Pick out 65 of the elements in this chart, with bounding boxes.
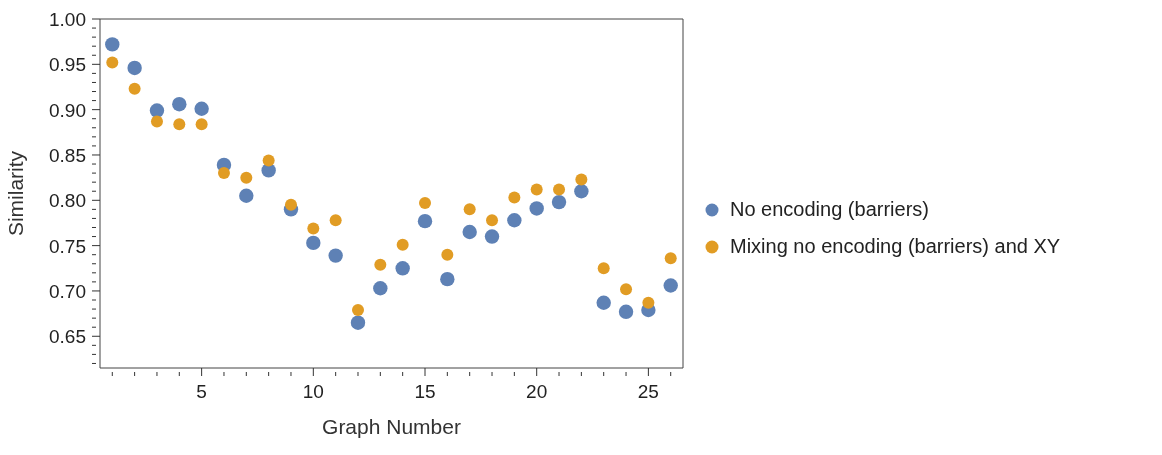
point xyxy=(530,183,543,196)
point xyxy=(440,271,455,287)
x-tick-label: 25 xyxy=(637,381,659,402)
point xyxy=(508,191,521,204)
point xyxy=(417,213,433,229)
point xyxy=(194,101,209,116)
point xyxy=(350,315,366,330)
x-tick-label: 15 xyxy=(414,381,436,402)
point xyxy=(529,201,544,216)
x-tick-label: 10 xyxy=(302,381,324,402)
point xyxy=(486,214,499,227)
y-tick-label: 0.75 xyxy=(49,235,86,257)
legend-label: No encoding (barriers) xyxy=(730,198,929,221)
point xyxy=(374,258,387,271)
x-axis-title: Graph Number xyxy=(322,415,461,438)
point xyxy=(618,304,634,319)
point xyxy=(663,278,678,293)
point xyxy=(507,213,522,228)
y-tick-label: 0.70 xyxy=(49,280,86,302)
point xyxy=(664,252,677,265)
point xyxy=(149,103,165,118)
point xyxy=(574,184,589,199)
point xyxy=(596,295,611,310)
legend-label: Mixing no encoding (barriers) and XY xyxy=(730,235,1061,258)
point xyxy=(419,197,432,210)
point xyxy=(240,171,253,184)
point xyxy=(262,154,275,167)
point xyxy=(441,248,454,261)
point xyxy=(239,188,254,203)
y-axis-title: Similarity xyxy=(4,150,28,237)
point xyxy=(173,118,186,131)
point xyxy=(127,60,142,76)
point xyxy=(396,238,409,251)
point xyxy=(307,222,320,235)
point xyxy=(551,194,567,210)
point xyxy=(462,224,477,240)
point xyxy=(106,56,119,69)
point xyxy=(642,296,655,309)
y-tick-label: 0.65 xyxy=(49,326,86,348)
point xyxy=(463,203,476,216)
point xyxy=(172,97,187,112)
y-tick-label: 0.90 xyxy=(49,99,86,121)
point xyxy=(195,118,208,131)
y-tick-label: 0.85 xyxy=(49,144,86,166)
point xyxy=(597,262,610,275)
x-tick-label: 20 xyxy=(526,381,548,402)
point xyxy=(217,167,230,180)
point xyxy=(575,173,588,186)
point xyxy=(351,303,364,316)
point xyxy=(395,261,410,276)
y-tick-label: 0.80 xyxy=(49,190,86,212)
point xyxy=(329,214,342,227)
point xyxy=(328,248,343,263)
point xyxy=(128,82,141,95)
point xyxy=(553,183,566,196)
point xyxy=(620,283,633,296)
point xyxy=(105,37,120,52)
point xyxy=(284,198,297,211)
x-tick-label: 5 xyxy=(196,381,207,402)
y-tick-label: 0.95 xyxy=(49,54,86,76)
point xyxy=(150,115,163,128)
point xyxy=(306,235,321,251)
y-tick-label: 1.00 xyxy=(49,9,86,30)
point xyxy=(373,281,388,296)
point xyxy=(484,229,500,244)
